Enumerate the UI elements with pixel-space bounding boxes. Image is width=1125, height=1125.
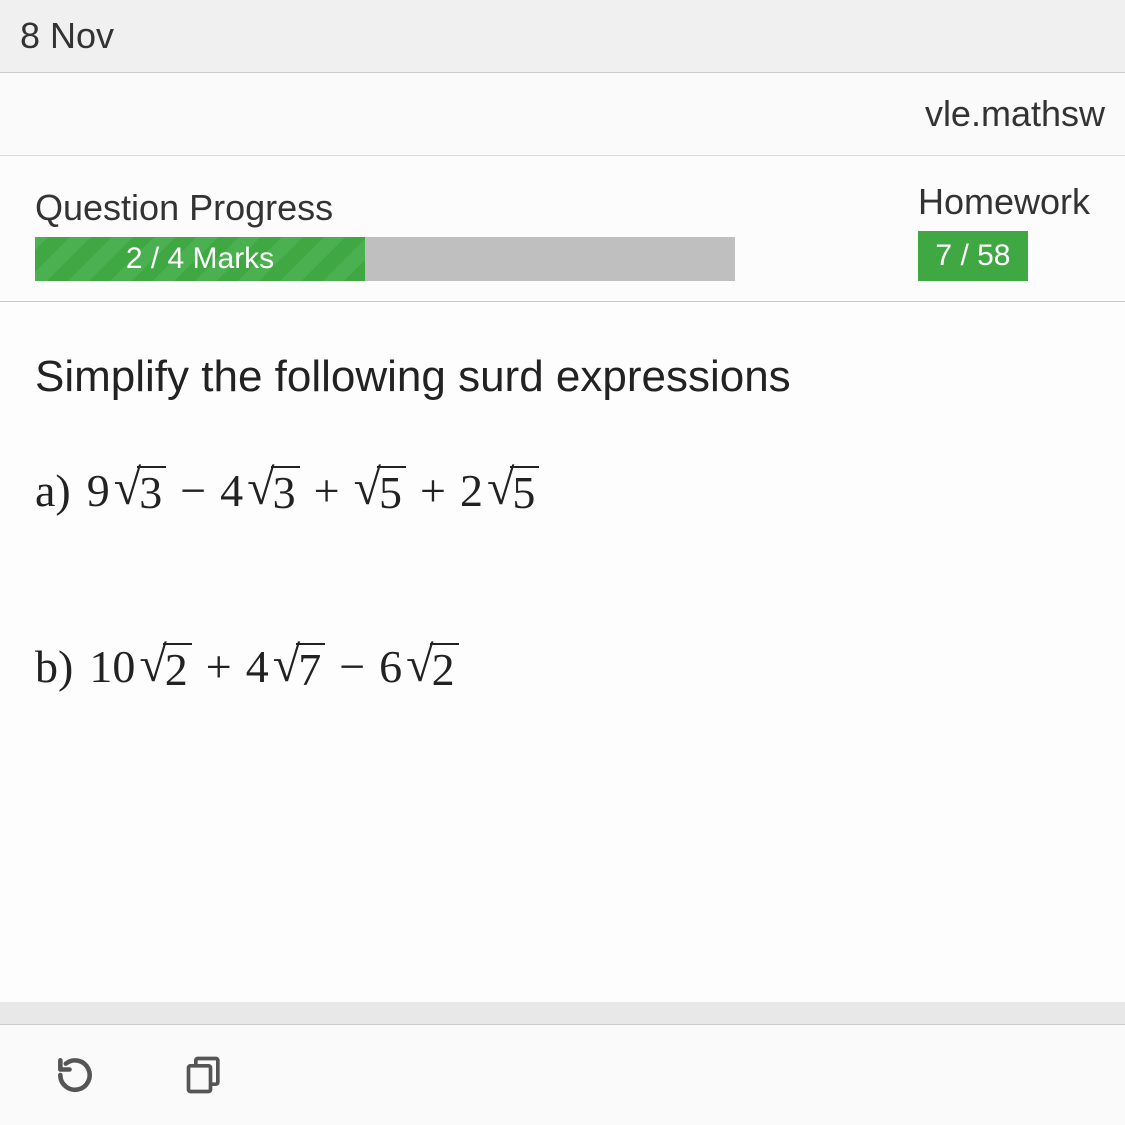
radicand: 2 bbox=[430, 643, 459, 696]
progress-bar-fill: 2 / 4 Marks bbox=[35, 237, 365, 281]
term-coef: 2 bbox=[460, 464, 483, 517]
question-content: Simplify the following surd expressions … bbox=[0, 302, 1125, 1002]
question-progress-label: Question Progress bbox=[35, 187, 735, 229]
part-a-label: a) bbox=[35, 464, 71, 517]
operator: − bbox=[180, 464, 206, 517]
operator: − bbox=[339, 640, 365, 693]
radicand: 5 bbox=[377, 466, 406, 519]
term-coef: 4 bbox=[220, 464, 243, 517]
refresh-icon bbox=[53, 1053, 97, 1097]
status-date: 8 Nov bbox=[20, 15, 114, 56]
term-coef: 6 bbox=[379, 640, 402, 693]
radicand: 2 bbox=[163, 643, 192, 696]
progress-section: Question Progress 2 / 4 Marks Homework 7… bbox=[0, 156, 1125, 302]
status-bar: 8 Nov bbox=[0, 0, 1125, 73]
homework-progress: Homework 7 / 58 bbox=[918, 181, 1090, 281]
progress-bar-empty bbox=[365, 237, 735, 281]
sqrt-icon: √3 bbox=[114, 462, 166, 519]
radicand: 3 bbox=[137, 466, 166, 519]
homework-badge: 7 / 58 bbox=[918, 231, 1028, 281]
question-prompt: Simplify the following surd expressions bbox=[35, 352, 1090, 402]
url-text: vle.mathsw bbox=[925, 93, 1105, 134]
refresh-button[interactable] bbox=[50, 1050, 100, 1100]
sqrt-icon: √7 bbox=[273, 639, 325, 696]
bottom-toolbar bbox=[0, 1024, 1125, 1125]
progress-bar: 2 / 4 Marks bbox=[35, 237, 735, 281]
term-coef: 4 bbox=[246, 640, 269, 693]
copy-icon bbox=[183, 1053, 227, 1097]
question-progress: Question Progress 2 / 4 Marks bbox=[35, 187, 735, 281]
term-coef: 9 bbox=[87, 464, 110, 517]
sqrt-icon: √2 bbox=[406, 639, 458, 696]
url-bar[interactable]: vle.mathsw bbox=[0, 73, 1125, 156]
operator: + bbox=[206, 640, 232, 693]
operator: + bbox=[314, 464, 340, 517]
radicand: 7 bbox=[296, 643, 325, 696]
radicand: 5 bbox=[510, 466, 539, 519]
radicand: 3 bbox=[271, 466, 300, 519]
sqrt-icon: √3 bbox=[247, 462, 299, 519]
copy-button[interactable] bbox=[180, 1050, 230, 1100]
sqrt-icon: √5 bbox=[487, 462, 539, 519]
expression-a: a) 9 √3 − 4 √3 + √5 + 2 √5 bbox=[35, 462, 1090, 519]
homework-label: Homework bbox=[918, 181, 1090, 223]
operator: + bbox=[420, 464, 446, 517]
sqrt-icon: √5 bbox=[354, 462, 406, 519]
expression-b: b) 10 √2 + 4 √7 − 6 √2 bbox=[35, 639, 1090, 696]
part-b-label: b) bbox=[35, 640, 73, 693]
sqrt-icon: √2 bbox=[139, 639, 191, 696]
term-coef: 10 bbox=[89, 640, 135, 693]
